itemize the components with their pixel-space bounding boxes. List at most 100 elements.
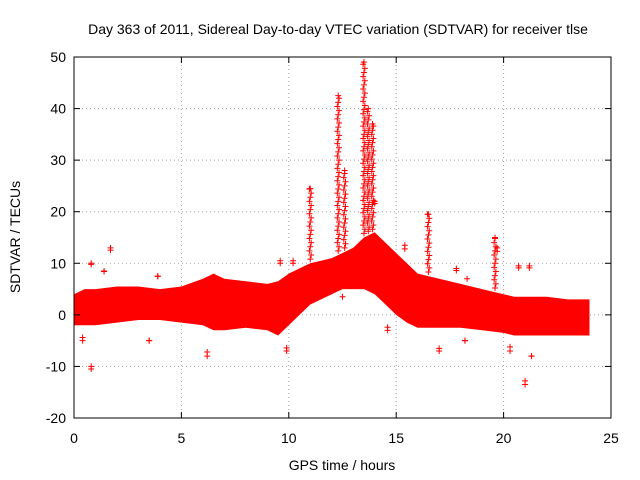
data-point <box>88 260 95 267</box>
y-tick-label: 20 <box>50 204 66 220</box>
data-point <box>365 141 372 148</box>
data-point <box>79 337 86 344</box>
data-point <box>492 268 499 275</box>
data-point <box>336 181 343 188</box>
data-point <box>491 239 498 246</box>
data-point <box>336 120 343 127</box>
data-point <box>360 168 367 175</box>
data-point <box>492 243 499 250</box>
data-point <box>366 162 373 169</box>
data-point <box>424 223 431 230</box>
x-tick-label: 15 <box>388 430 404 446</box>
data-point <box>361 114 368 121</box>
data-point <box>364 158 371 165</box>
data-point <box>368 217 375 224</box>
data-point <box>341 182 348 189</box>
data-point <box>360 143 367 150</box>
data-point <box>277 257 284 264</box>
data-point <box>307 243 314 250</box>
data-point <box>360 184 367 191</box>
data-point <box>361 65 368 72</box>
data-point <box>492 260 499 267</box>
data-point <box>306 235 313 242</box>
data-point <box>336 169 343 176</box>
y-tick-label: -20 <box>46 410 66 426</box>
data-point <box>335 186 342 193</box>
data-point <box>366 112 373 119</box>
plot-frame <box>73 56 612 419</box>
data-point <box>341 244 348 251</box>
data-point <box>360 193 367 200</box>
data-point <box>341 220 348 227</box>
data-point <box>384 327 391 334</box>
data-point <box>365 228 372 235</box>
data-point <box>204 353 211 360</box>
data-point <box>334 165 341 172</box>
data-point <box>361 201 368 208</box>
data-point <box>361 139 368 146</box>
data-point <box>491 264 498 271</box>
data-point <box>360 135 367 142</box>
data-point <box>364 133 371 140</box>
data-point <box>342 215 349 222</box>
data-point <box>342 203 349 210</box>
data-point <box>364 220 371 227</box>
data-point <box>146 337 153 344</box>
data-point <box>360 205 367 212</box>
data-point <box>492 285 499 292</box>
data-point <box>335 99 342 106</box>
data-point <box>308 239 315 246</box>
data-point <box>340 211 347 218</box>
data-point <box>341 195 348 202</box>
data-point <box>334 190 341 197</box>
data-point <box>101 268 108 275</box>
data-point <box>360 197 367 204</box>
data-point <box>453 265 460 272</box>
data-point <box>426 252 433 259</box>
data-point <box>369 189 376 196</box>
data-point <box>341 167 348 174</box>
data-point <box>426 240 433 247</box>
data-point <box>360 131 367 138</box>
data-point <box>361 77 368 84</box>
data-point <box>366 149 373 156</box>
data-point <box>340 187 347 194</box>
data-point <box>360 59 367 66</box>
data-point <box>307 256 314 263</box>
y-tick-label: 10 <box>50 255 66 271</box>
data-point <box>364 108 371 115</box>
data-point <box>424 248 431 255</box>
data-point <box>425 231 432 238</box>
data-point <box>368 131 375 138</box>
data-point <box>335 223 342 230</box>
data-point <box>365 203 372 210</box>
data-point <box>369 151 376 158</box>
data-point <box>426 264 433 271</box>
data-point <box>425 244 432 251</box>
data-point <box>365 154 372 161</box>
data-point <box>336 144 343 151</box>
data-point <box>370 222 377 229</box>
y-tick-label: 0 <box>58 307 66 323</box>
data-band <box>74 232 590 336</box>
data-point <box>370 209 377 216</box>
data-point <box>360 160 367 167</box>
data-point <box>308 214 315 221</box>
data-point <box>436 347 443 354</box>
data-point <box>492 234 499 241</box>
data-point <box>306 247 313 254</box>
data-point <box>366 125 373 132</box>
data-point <box>107 244 114 251</box>
data-point <box>492 256 499 263</box>
data-point <box>360 222 367 229</box>
data-point <box>424 260 431 267</box>
data-point <box>369 121 376 128</box>
data-point <box>308 190 315 197</box>
data-point <box>336 243 343 250</box>
data-point <box>307 206 314 213</box>
data-point <box>154 273 161 280</box>
data-point <box>360 209 367 216</box>
data-point <box>306 223 313 230</box>
data-point <box>335 235 342 242</box>
data-point <box>306 210 313 217</box>
